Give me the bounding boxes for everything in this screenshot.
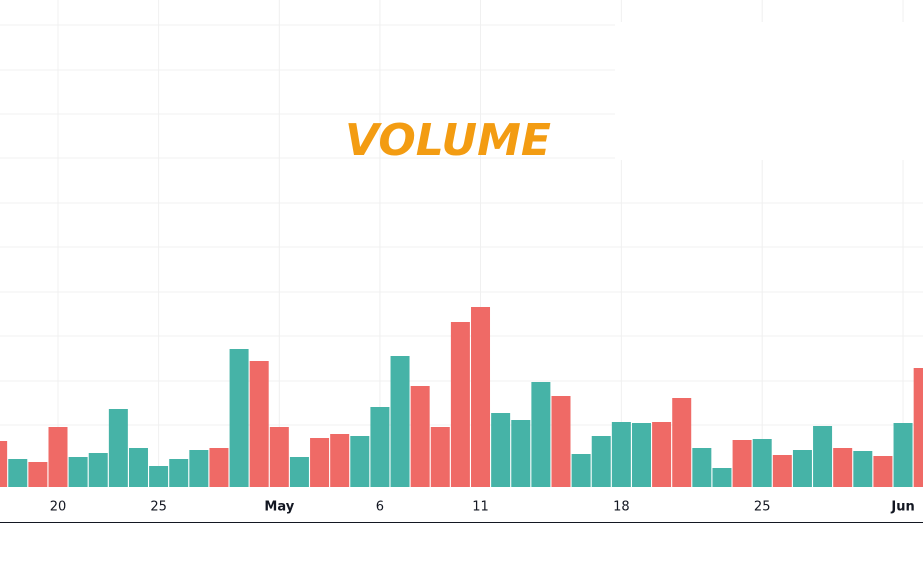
bar	[792, 450, 812, 487]
bar	[310, 438, 330, 487]
bar	[48, 427, 68, 487]
bar	[249, 361, 269, 487]
bar	[289, 457, 309, 487]
bar	[672, 398, 692, 487]
bar	[813, 426, 833, 487]
bar	[551, 396, 571, 487]
bar	[450, 322, 470, 487]
bar	[833, 448, 853, 487]
bar	[149, 466, 169, 487]
bar	[571, 454, 591, 487]
bar	[712, 468, 732, 487]
bar	[209, 448, 229, 487]
bar	[611, 422, 631, 487]
bar	[652, 422, 672, 487]
x-tick-label: Jun	[890, 500, 914, 515]
bar	[128, 448, 148, 487]
bar	[68, 457, 88, 487]
bar	[370, 407, 390, 487]
bar	[229, 349, 249, 487]
bar	[471, 307, 491, 487]
bar	[893, 423, 913, 487]
bar	[853, 451, 873, 487]
overlay-panel	[615, 22, 923, 160]
x-tick-label: May	[264, 500, 294, 515]
vertical-grid	[57, 0, 904, 487]
bar	[108, 409, 128, 487]
bar	[491, 413, 511, 487]
bar	[88, 453, 108, 487]
x-tick-label: 25	[150, 500, 167, 515]
bar	[873, 456, 893, 487]
x-tick-label: 20	[50, 500, 67, 515]
bar	[28, 462, 48, 487]
bar	[169, 459, 189, 487]
x-tick-label: 11	[472, 500, 489, 515]
bar	[531, 382, 551, 487]
bar	[430, 427, 450, 487]
bars	[0, 307, 923, 487]
x-ticks: 20 25 May 6 11 18 25 Jun	[50, 500, 915, 515]
bar	[752, 439, 772, 487]
bar	[631, 423, 651, 487]
bar	[269, 427, 289, 487]
x-tick-label: 25	[754, 500, 771, 515]
bar	[913, 368, 923, 487]
bar	[350, 436, 370, 487]
bar	[591, 436, 611, 487]
bar	[410, 386, 430, 487]
bar	[0, 441, 8, 487]
chart-title: VOLUME	[345, 115, 551, 166]
bar	[772, 455, 792, 487]
bar	[511, 420, 531, 487]
bar	[330, 434, 350, 487]
bar	[8, 459, 28, 487]
x-tick-label: 6	[376, 500, 384, 515]
bar	[732, 440, 752, 487]
x-tick-label: 18	[613, 500, 630, 515]
bar	[390, 356, 410, 487]
bar	[692, 448, 712, 487]
bar	[189, 450, 209, 487]
